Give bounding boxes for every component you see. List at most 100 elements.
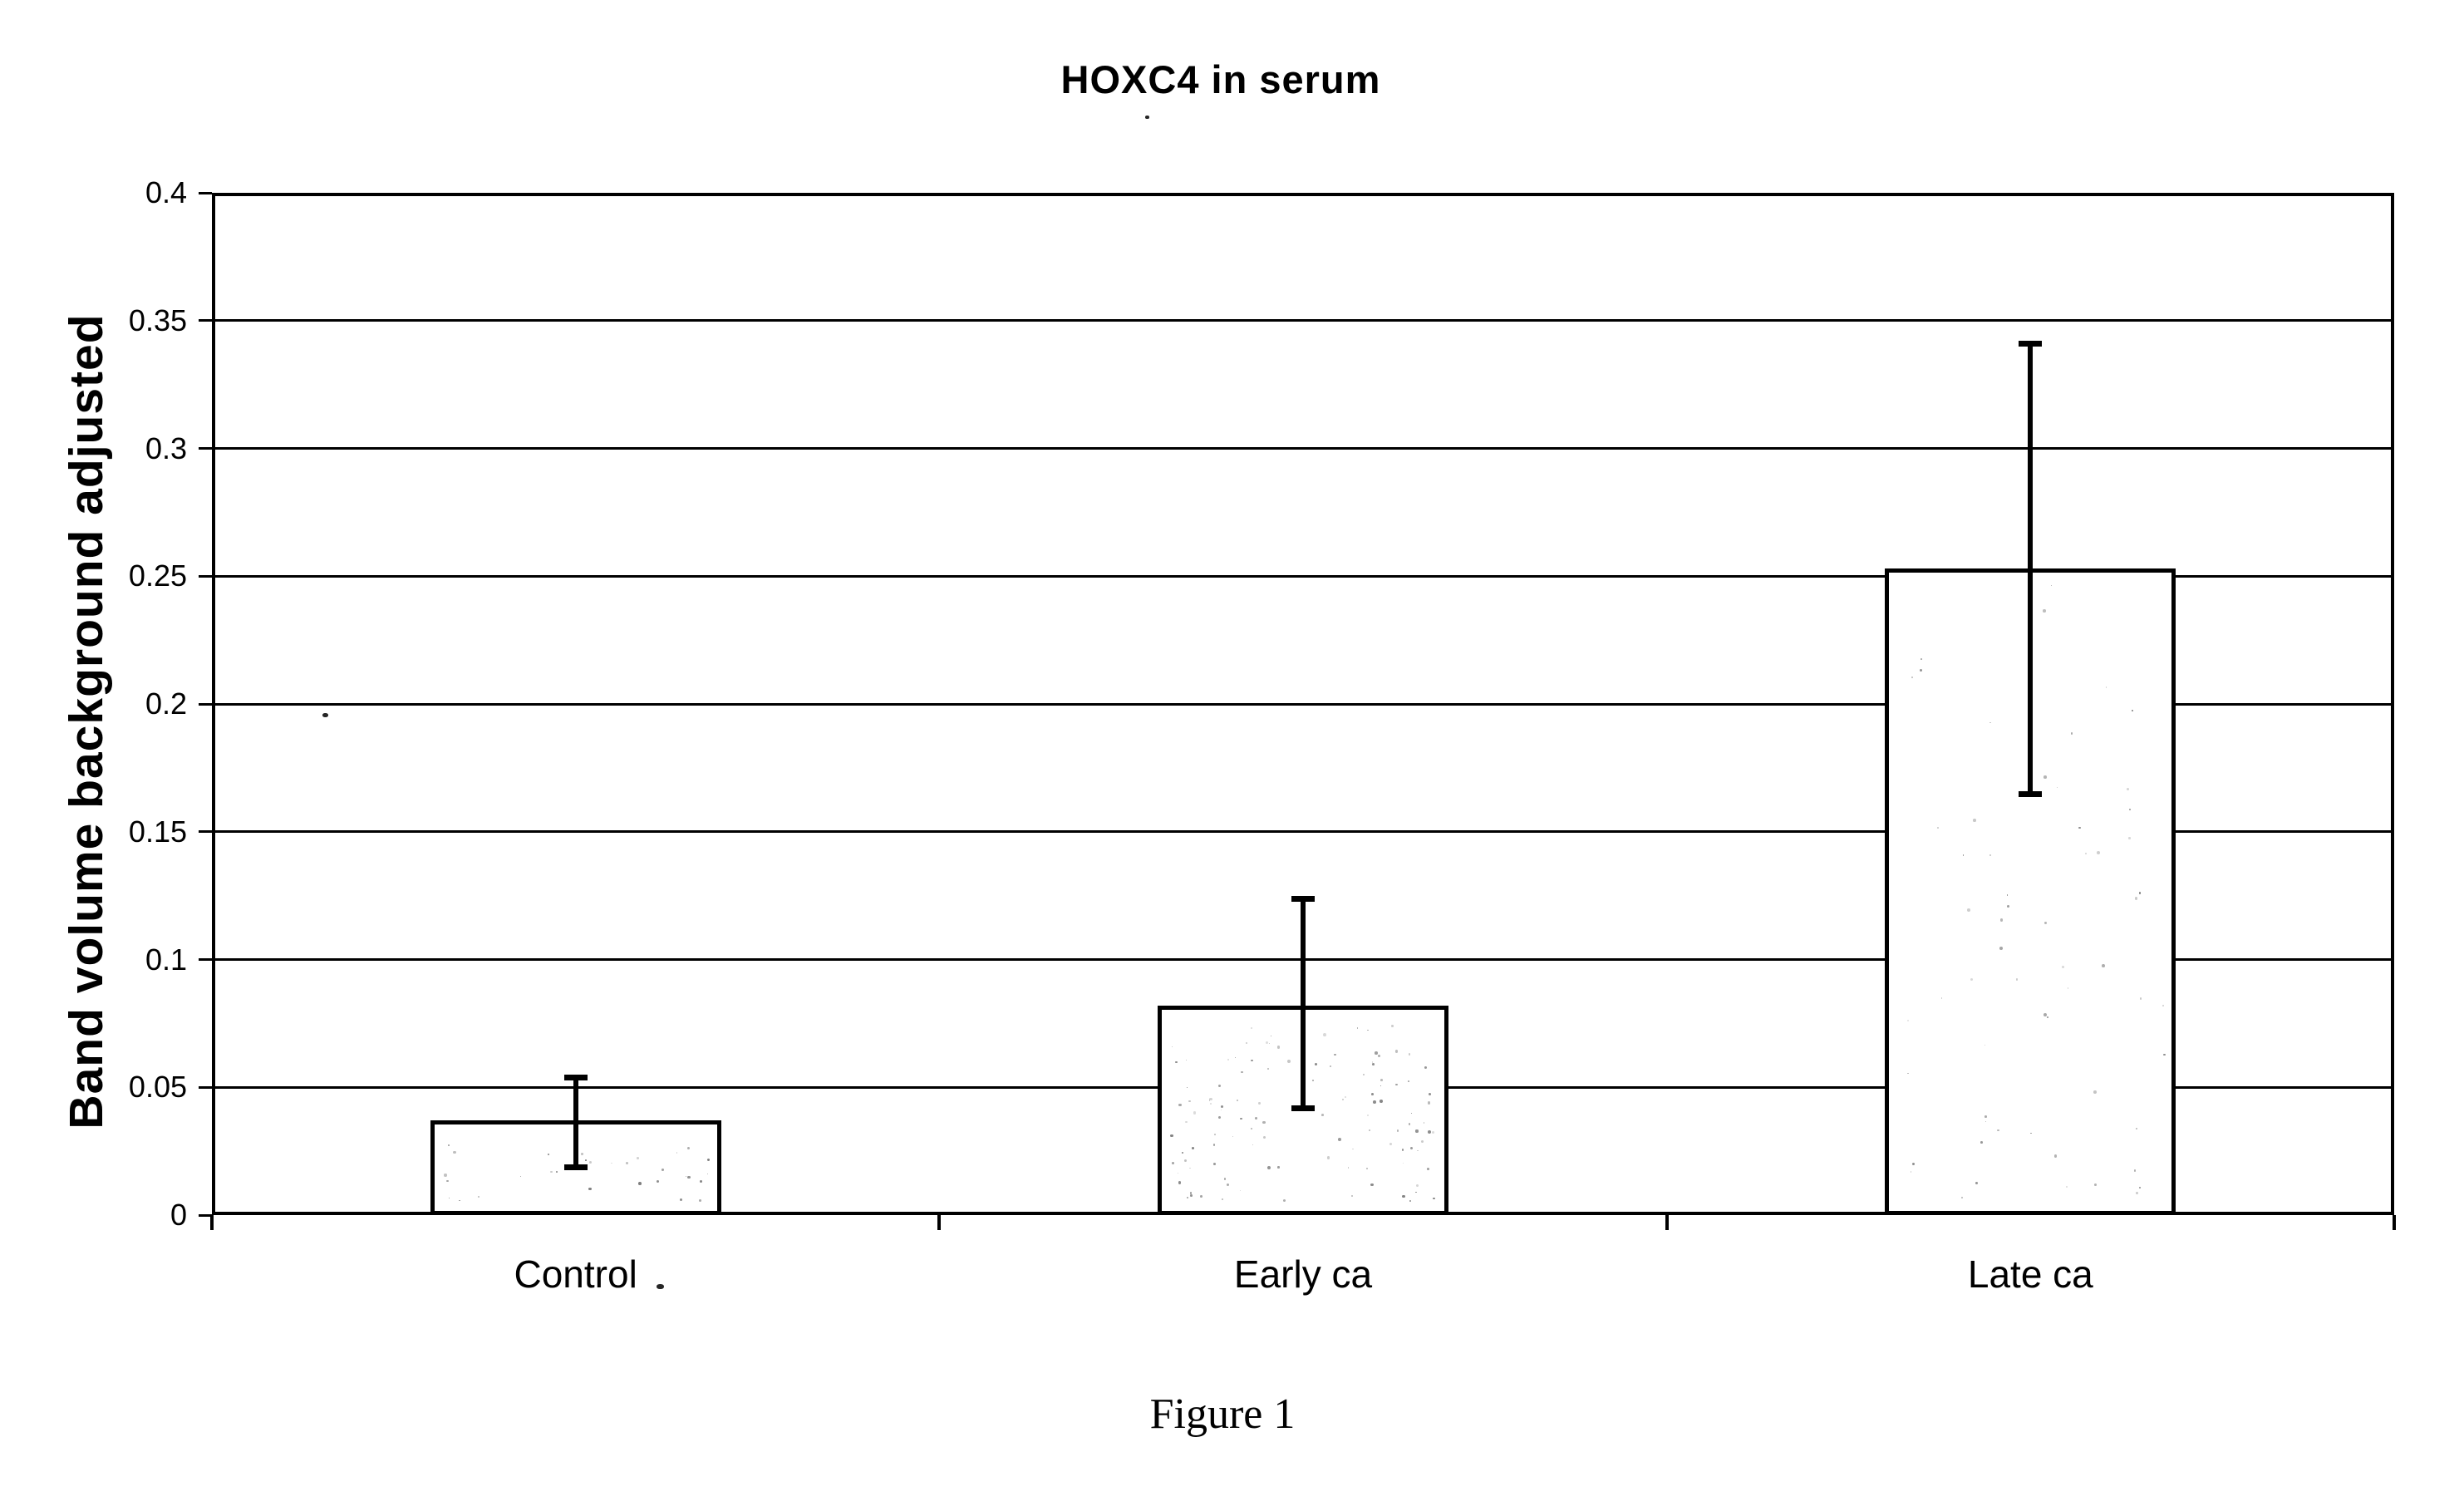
- scan-speckle: [1427, 1101, 1431, 1105]
- scan-speckle: [2043, 775, 2047, 779]
- scan-speckle: [2102, 964, 2106, 967]
- scan-speckle: [1417, 1149, 1419, 1152]
- scan-speckle: [1396, 1129, 1399, 1133]
- scan-speckle: [1937, 827, 1940, 829]
- scan-speckle: [1356, 1026, 1359, 1029]
- scan-speckle: [2065, 1185, 2068, 1188]
- scan-speckle: [1975, 1182, 1978, 1184]
- scan-speckle: [1432, 1130, 1435, 1134]
- scan-speckle: [1351, 1194, 1354, 1197]
- scan-speckle: [699, 1198, 701, 1202]
- scan-speckle: [1268, 1043, 1270, 1045]
- scan-speckle: [1429, 1093, 1432, 1096]
- scan-speckle: [707, 1158, 711, 1161]
- error-bar-cap-top: [563, 1074, 588, 1080]
- scan-speckle: [1330, 1065, 1332, 1067]
- gridline: [212, 830, 2394, 834]
- scan-speckle: [1333, 1053, 1336, 1056]
- scan-speckle: [1185, 1121, 1188, 1124]
- scan-speckle: [1236, 1099, 1238, 1102]
- scan-speckle: [2094, 1183, 2097, 1186]
- scan-speckle: [1371, 1093, 1374, 1096]
- scan-speckle: [1184, 1159, 1188, 1163]
- y-tick-label: 0.05: [128, 1070, 187, 1105]
- scan-speckle: [1367, 1029, 1369, 1031]
- scan-speckle: [2139, 1186, 2142, 1188]
- scan-speckle: [580, 1152, 583, 1156]
- scan-speckle: [1375, 1051, 1378, 1055]
- scan-speckle: [1187, 1197, 1188, 1198]
- scan-speckle: [1209, 1097, 1212, 1101]
- y-tick-label: 0.4: [145, 175, 187, 209]
- scan-speckle: [1347, 1167, 1349, 1169]
- scan-speckle: [1362, 1073, 1365, 1075]
- scan-speckle: [2135, 1128, 2137, 1130]
- x-axis-tick: [2393, 1215, 2396, 1230]
- scan-speckle: [453, 1150, 456, 1154]
- scan-speckle: [1427, 1167, 1429, 1170]
- scan-speckle: [1368, 1129, 1371, 1132]
- scan-speckle: [1189, 1167, 1191, 1169]
- scan-speckle: [550, 1170, 553, 1174]
- scan-speckle: [1255, 1116, 1257, 1120]
- scan-speckle: [1962, 854, 1965, 857]
- scan-speckle: [2133, 1169, 2136, 1172]
- scan-speckle: [459, 1199, 460, 1201]
- error-bar-cap-bottom: [2019, 790, 2043, 797]
- scan-speckle: [2136, 1191, 2139, 1194]
- scan-speckle: [2007, 905, 2010, 908]
- scan-speckle: [1984, 1044, 1986, 1046]
- x-axis-tick: [210, 1215, 214, 1230]
- scan-speckle: [1401, 1149, 1404, 1152]
- scan-speckle: [657, 1179, 660, 1183]
- scan-speckle: [2126, 787, 2129, 790]
- scan-speckle: [2057, 786, 2058, 788]
- scan-speckle: [2162, 1005, 2165, 1006]
- scan-speckle: [1996, 1129, 1999, 1132]
- scan-speckle: [1999, 918, 2004, 922]
- error-bar-cap-bottom: [563, 1164, 588, 1170]
- scan-speckle: [1390, 1024, 1394, 1027]
- scan-speckle: [1411, 1113, 1413, 1115]
- scan-speckle: [1344, 1095, 1347, 1098]
- scan-artifact: [657, 1284, 664, 1289]
- x-category-label: Late ca: [1967, 1252, 2093, 1296]
- scan-speckle: [1366, 1114, 1369, 1116]
- error-bar-cap-bottom: [1291, 1105, 1315, 1111]
- scan-speckle: [1277, 1166, 1280, 1169]
- scan-speckle: [1277, 1046, 1281, 1049]
- scan-speckle: [687, 1146, 690, 1149]
- figure-caption: Figure 1: [1149, 1390, 1296, 1438]
- x-category-label: Early ca: [1233, 1252, 1373, 1296]
- scan-speckle: [584, 1159, 587, 1162]
- scan-speckle: [1407, 1080, 1409, 1083]
- scan-speckle: [610, 1162, 612, 1164]
- y-tick-label: 0.3: [145, 431, 187, 465]
- scan-speckle: [1172, 1161, 1175, 1165]
- scan-speckle: [1970, 978, 1974, 982]
- scan-speckle: [1408, 1053, 1411, 1056]
- y-tick-label: 0.35: [128, 303, 187, 337]
- y-axis-tick: [199, 447, 212, 450]
- scan-speckle: [679, 1198, 682, 1202]
- scan-speckle: [1409, 1200, 1411, 1203]
- scan-speckle: [1380, 1079, 1384, 1081]
- scan-speckle: [2029, 1132, 2032, 1134]
- scan-speckle: [1371, 1061, 1374, 1063]
- scan-speckle: [1373, 1100, 1376, 1105]
- scan-speckle: [2105, 686, 2107, 688]
- y-tick-label: 0.25: [128, 559, 187, 593]
- gridline: [212, 702, 2394, 706]
- scan-speckle: [1973, 819, 1976, 822]
- scan-speckle: [519, 1175, 522, 1177]
- scan-speckle: [1402, 1194, 1405, 1198]
- scan-speckle: [1250, 1059, 1253, 1062]
- scan-speckle: [1415, 1129, 1419, 1133]
- scan-speckle: [1232, 1135, 1233, 1137]
- scan-speckle: [2078, 826, 2081, 829]
- y-axis-tick: [199, 1213, 212, 1217]
- scan-speckle: [1240, 1117, 1242, 1120]
- scan-speckle: [444, 1174, 447, 1177]
- scan-speckle: [1408, 1123, 1410, 1125]
